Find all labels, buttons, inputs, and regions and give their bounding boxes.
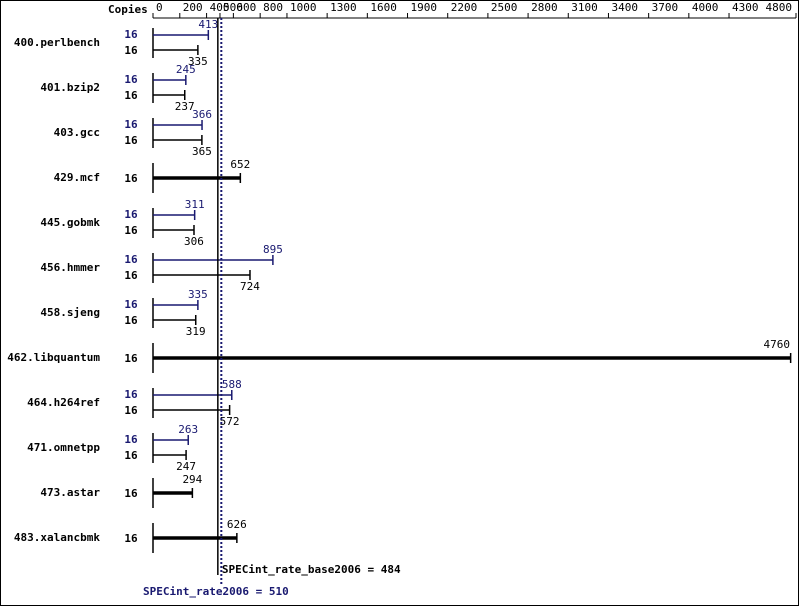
category-label: 429.mcf xyxy=(54,171,100,184)
value-label: 335 xyxy=(188,288,208,301)
value-label: 572 xyxy=(220,415,240,428)
copies-label: 16 xyxy=(124,28,138,41)
x-tick-label: 4300 xyxy=(732,1,759,14)
category-label: 400.perlbench xyxy=(14,36,100,49)
x-tick-label: 2800 xyxy=(531,1,558,14)
category-label: 458.sjeng xyxy=(40,306,100,319)
value-label: 245 xyxy=(176,63,196,76)
x-tick-label: 1300 xyxy=(330,1,357,14)
x-tick-label: 1900 xyxy=(411,1,438,14)
x-tick-label: 4000 xyxy=(692,1,719,14)
x-tick-label: 400 xyxy=(210,1,230,14)
copies-label: 16 xyxy=(124,487,138,500)
category-label: 471.omnetpp xyxy=(27,441,100,454)
x-tick-label: 0 xyxy=(156,1,163,14)
value-label: 724 xyxy=(240,280,260,293)
value-label: 4760 xyxy=(764,338,791,351)
x-tick-label: 3700 xyxy=(652,1,679,14)
value-label: 413 xyxy=(198,18,218,31)
value-label: 319 xyxy=(186,325,206,338)
copies-label: 16 xyxy=(124,352,138,365)
copies-label: 16 xyxy=(124,433,138,446)
copies-label: 16 xyxy=(124,298,138,311)
copies-label: 16 xyxy=(124,44,138,57)
x-tick-label: 800 xyxy=(263,1,283,14)
copies-label: 16 xyxy=(124,134,138,147)
reference-label: SPECint_rate_base2006 = 484 xyxy=(222,563,401,576)
copies-label: 16 xyxy=(124,224,138,237)
value-label: 366 xyxy=(192,108,212,121)
copies-label: 16 xyxy=(124,89,138,102)
category-label: 456.hmmer xyxy=(40,261,100,274)
value-label: 294 xyxy=(182,473,202,486)
value-label: 895 xyxy=(263,243,283,256)
copies-label: 16 xyxy=(124,388,138,401)
category-label: 464.h264ref xyxy=(27,396,100,409)
reference-label: SPECint_rate2006 = 510 xyxy=(143,585,289,598)
x-tick-label: 600 xyxy=(236,1,256,14)
category-label: 473.astar xyxy=(40,486,100,499)
x-tick-label: 200 xyxy=(183,1,203,14)
copies-label: 16 xyxy=(124,314,138,327)
category-label: 445.gobmk xyxy=(40,216,100,229)
x-tick-label: 4800 xyxy=(766,1,793,14)
x-tick-label: 1600 xyxy=(370,1,397,14)
value-label: 626 xyxy=(227,518,247,531)
x-tick-label: 1000 xyxy=(290,1,317,14)
x-tick-label: 3100 xyxy=(571,1,598,14)
copies-label: 16 xyxy=(124,118,138,131)
copies-label: 16 xyxy=(124,253,138,266)
value-label: 365 xyxy=(192,145,212,158)
copies-label: 16 xyxy=(124,208,138,221)
x-tick-label: 500 xyxy=(223,1,243,14)
value-label: 588 xyxy=(222,378,242,391)
value-label: 306 xyxy=(184,235,204,248)
copies-label: 16 xyxy=(124,269,138,282)
x-tick-label: 2200 xyxy=(451,1,478,14)
copies-label: 16 xyxy=(124,532,138,545)
category-label: 401.bzip2 xyxy=(40,81,100,94)
copies-label: 16 xyxy=(124,172,138,185)
copies-header: Copies xyxy=(108,3,148,16)
x-tick-label: 2500 xyxy=(491,1,518,14)
category-label: 462.libquantum xyxy=(7,351,100,364)
value-label: 311 xyxy=(185,198,205,211)
copies-label: 16 xyxy=(124,404,138,417)
value-label: 335 xyxy=(188,55,208,68)
value-label: 237 xyxy=(175,100,195,113)
copies-label: 16 xyxy=(124,449,138,462)
copies-label: 16 xyxy=(124,73,138,86)
value-label: 247 xyxy=(176,460,196,473)
value-label: 652 xyxy=(230,158,250,171)
category-label: 403.gcc xyxy=(54,126,100,139)
x-tick-label: 3400 xyxy=(611,1,638,14)
category-label: 483.xalancbmk xyxy=(14,531,100,544)
value-label: 263 xyxy=(178,423,198,436)
